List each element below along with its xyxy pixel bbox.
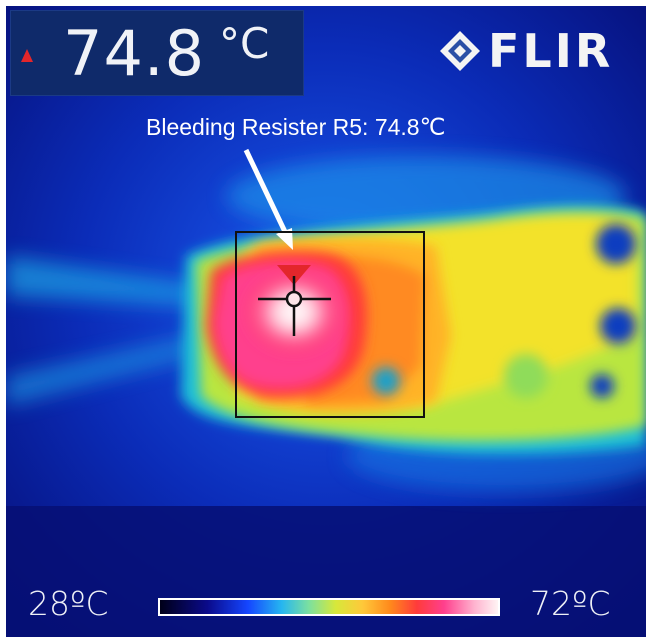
temperature-readout: 74.8 °C <box>10 10 304 96</box>
brand-logo-text: FLIR <box>488 24 614 78</box>
max-temperature-arrow-icon <box>21 49 33 62</box>
pointer-arrow-head <box>276 228 293 250</box>
thermal-image <box>6 6 646 637</box>
temperature-value: 74.8 <box>63 17 206 90</box>
crosshair-icon <box>258 276 331 336</box>
measurement-box <box>235 231 425 418</box>
brand-logo: FLIR <box>438 24 638 78</box>
thermal-camera-frame: 74.8 °C FLIR Bleeding Resister R5: 74.8℃… <box>6 6 646 637</box>
hotspot-marker-icon <box>277 265 311 285</box>
temperature-scale-bar <box>158 598 500 616</box>
temperature-unit: °C <box>219 19 270 68</box>
pointer-arrow-icon <box>243 148 290 238</box>
scale-min-label: 28ºC <box>28 584 109 623</box>
scale-max-label: 72ºC <box>530 584 611 623</box>
measurement-overlay <box>235 148 425 418</box>
annotation-label: Bleeding Resister R5: 74.8℃ <box>146 114 446 140</box>
flir-diamond-icon <box>440 31 480 71</box>
